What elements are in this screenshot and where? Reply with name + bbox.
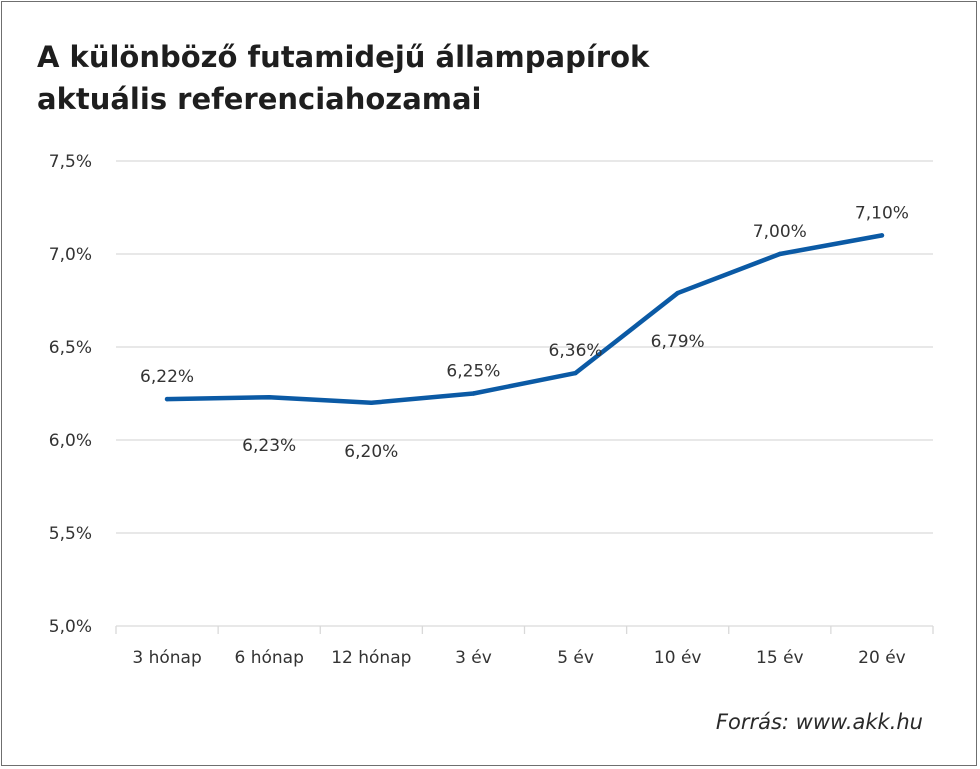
data-label: 6,36%: [549, 341, 603, 361]
data-point: [164, 396, 170, 402]
y-tick-label: 5,5%: [49, 524, 92, 544]
y-tick-label: 6,0%: [49, 431, 92, 451]
data-point: [266, 395, 272, 400]
data-label: 6,23%: [242, 436, 296, 456]
data-label: 6,20%: [344, 442, 398, 462]
series-line: [164, 233, 885, 406]
x-tick-label: 3 év: [455, 648, 492, 668]
y-tick-label: 7,0%: [49, 245, 92, 265]
x-tick-label: 20 év: [858, 648, 906, 668]
data-point: [879, 233, 885, 238]
x-tick-label: 15 év: [756, 648, 804, 668]
x-tick-label: 12 hónap: [331, 648, 411, 668]
data-point: [369, 400, 374, 405]
y-tick-label: 6,5%: [49, 338, 92, 358]
data-label: 6,79%: [651, 332, 705, 352]
data-labels: 6,22% 6,23% 6,20% 6,25% 6,36% 6,79% 7,00% 7,10%: [140, 203, 909, 461]
data-point: [573, 370, 578, 376]
gridlines: [116, 160, 933, 627]
x-tick-label: 6 hónap: [234, 648, 303, 668]
chart-title-line-1: A különböző futamidejű állampapírok: [37, 40, 650, 74]
data-point: [675, 290, 680, 296]
x-tick-label: 3 hónap: [132, 648, 201, 668]
x-axis: 3 hónap 6 hónap 12 hónap 3 év 5 év 10 év 15 év…: [115, 626, 934, 668]
data-label: 7,10%: [855, 203, 909, 223]
y-axis-tick-labels: 5,0% 5,5% 6,0% 6,5% 7,0% 7,5%: [49, 152, 92, 637]
chart-title-line-2: aktuális referenciahozamai: [37, 82, 482, 116]
data-label: 6,25%: [446, 362, 500, 382]
data-point: [471, 391, 476, 396]
chart-title: A különböző futamidejű állampapírok aktu…: [37, 36, 649, 120]
x-tick-label: 10 év: [654, 648, 702, 668]
source-note: Forrás: www.akk.hu: [715, 710, 923, 734]
data-label: 7,00%: [753, 222, 807, 242]
x-tick-label: 5 év: [557, 648, 594, 668]
data-label: 6,22%: [140, 367, 194, 387]
data-point: [777, 251, 783, 257]
y-tick-label: 7,5%: [49, 152, 92, 172]
series: [164, 233, 885, 406]
y-tick-label: 5,0%: [49, 617, 92, 637]
